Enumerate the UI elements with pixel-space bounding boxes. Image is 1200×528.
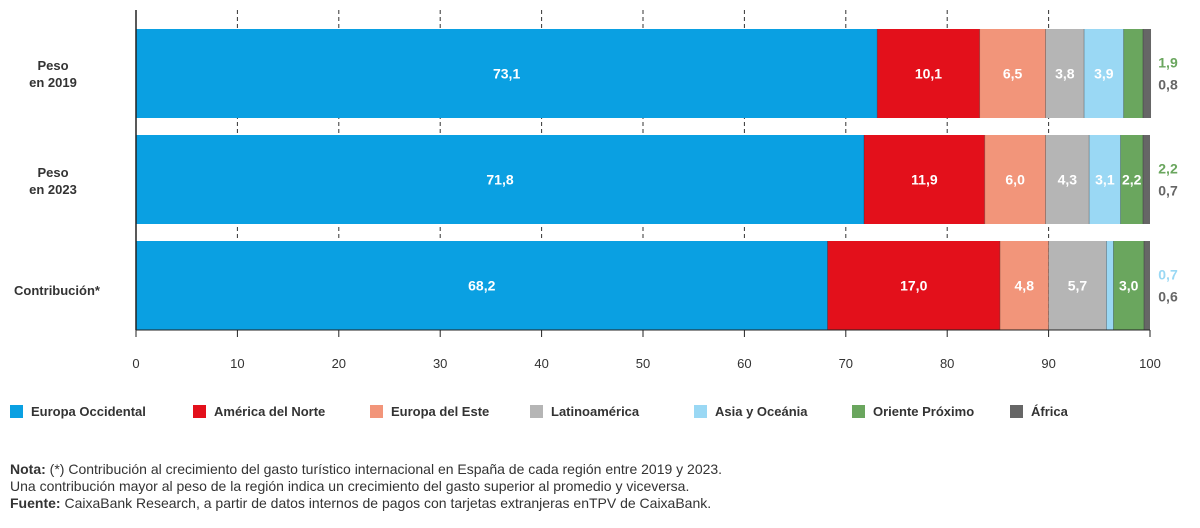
x-tick-label: 0 [132,356,139,371]
bar-segment [136,241,828,330]
bar-segment [979,29,1046,118]
legend-swatch [370,405,383,418]
legend-item-africa: África [1010,404,1068,419]
outside-data-label: 0,7 [1158,183,1178,199]
bar-segment [1084,29,1124,118]
legend-label: Europa del Este [391,404,490,419]
legend-label: Oriente Próximo [873,404,975,419]
bar-segment [1123,29,1143,118]
legend-item-asia-oceania: Asia y Oceánia [694,404,808,419]
legend-item-latinoamerica: Latinoamérica [530,404,639,419]
x-tick-label: 20 [332,356,346,371]
bar-segment [1113,241,1144,330]
bar-segment [1089,135,1121,224]
data-label: 3,0 [1119,278,1139,294]
data-label: 68,2 [468,278,495,294]
data-label: 5,7 [1068,278,1088,294]
x-tick-label: 80 [940,356,954,371]
legend-item-oriente-proximo: Oriente Próximo [852,404,974,419]
bar-segment [1106,241,1114,330]
legend-label: Latinoamérica [551,404,640,419]
bar-segment [1045,29,1085,118]
data-label: 10,1 [915,66,942,82]
legend-item-europa-del-este: Europa del Este [370,404,489,419]
legend-swatch [694,405,707,418]
x-tick-label: 60 [737,356,751,371]
data-label: 3,9 [1094,66,1114,82]
legend-label: Asia y Oceánia [715,404,808,419]
x-tick-label: 50 [636,356,650,371]
legend-swatch [10,405,23,418]
bar-segment [827,241,1000,330]
data-label: 73,1 [493,66,520,82]
bar-segment [1142,29,1152,118]
legend-swatch [852,405,865,418]
x-tick-label: 90 [1041,356,1055,371]
bar-segment [1143,241,1150,330]
data-label: 71,8 [486,172,513,188]
legend-label: África [1031,404,1068,419]
bar-segment [1048,241,1107,330]
data-label: 4,8 [1015,278,1035,294]
x-tick-label: 40 [534,356,548,371]
outside-data-label: 0,6 [1158,289,1178,305]
data-label: 6,5 [1003,66,1023,82]
source-line: Fuente: CaixaBank Research, a partir de … [10,495,712,511]
bar-segment [999,241,1049,330]
legend-item-america-del-norte: América del Norte [193,404,325,419]
legend-swatch [1010,405,1023,418]
bar-segment [877,29,980,118]
note-line-1: Nota: (*) Contribución al crecimiento de… [10,461,723,477]
bar-segment [136,29,878,118]
data-label: 6,0 [1005,172,1025,188]
category-label-2023: Peso en 2023 [29,165,77,197]
bar-segment [1045,135,1090,224]
data-label: 3,8 [1055,66,1075,82]
legend-swatch [530,405,543,418]
category-label-2019: Peso en 2019 [29,58,77,90]
bar-segment [1142,135,1150,224]
outside-data-label: 2,2 [1158,161,1178,177]
outside-data-label: 1,9 [1158,55,1178,71]
outside-data-label: 0,7 [1158,267,1178,283]
bar-segment [136,135,865,224]
note-line-2: Una contribución mayor al peso de la reg… [10,478,690,494]
legend-swatch [193,405,206,418]
x-tick-label: 10 [230,356,244,371]
outside-data-label: 0,8 [1158,77,1178,93]
stacked-bar-chart: 73,1 10,1 6,5 3,8 3,9 1,9 0,8 71,8 11,9 6,0 4,3 3,1… [132,10,1178,371]
bar-segment [984,135,1046,224]
x-tick-label: 30 [433,356,447,371]
bar-segment [1120,135,1143,224]
legend-label: Europa Occidental [31,404,146,419]
data-label: 11,9 [911,172,938,188]
legend: Europa Occidental América del Norte Euro… [10,404,1190,424]
data-label: 17,0 [900,278,927,294]
data-label: 3,1 [1095,172,1115,188]
bar-segment [864,135,985,224]
x-tick-label: 100 [1139,356,1161,371]
data-label: 4,3 [1058,172,1078,188]
x-tick-label: 70 [839,356,853,371]
legend-item-europa-occidental: Europa Occidental [10,404,146,419]
category-label-contribucion: Contribución* [14,283,100,298]
chart-notes: Nota: (*) Contribución al crecimiento de… [10,461,1190,512]
data-label: 2,2 [1122,172,1142,188]
legend-label: América del Norte [214,404,326,419]
